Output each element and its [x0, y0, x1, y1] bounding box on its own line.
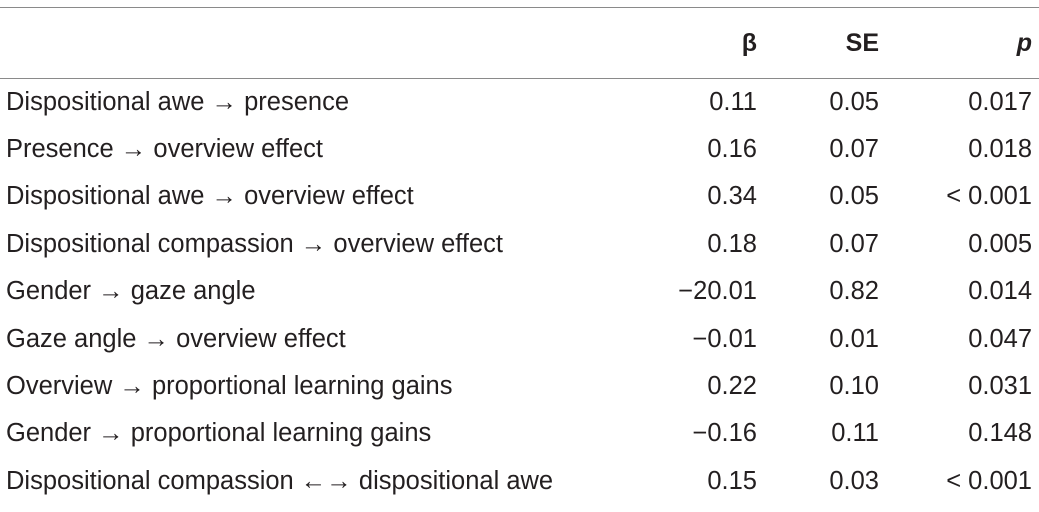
row-padding	[1032, 221, 1039, 268]
table-row: Presence → overview effect 0.16 0.07 0.0…	[0, 126, 1039, 173]
table-row: Gender → gaze angle −20.01 0.82 0.014	[0, 268, 1039, 315]
row-p: 0.148	[968, 419, 1032, 448]
row-p: 0.014	[968, 277, 1032, 306]
row-path: Gender → gaze angle	[6, 277, 256, 306]
row-padding	[1032, 363, 1039, 410]
row-p: 0.047	[968, 324, 1032, 353]
row-se: 0.07	[829, 135, 879, 164]
row-path: Dispositional compassion ←→ dispositiona…	[6, 466, 554, 495]
row-padding	[1032, 458, 1039, 505]
row-path: Dispositional awe → overview effect	[6, 182, 414, 211]
row-p: 0.017	[968, 87, 1032, 116]
row-padding	[1032, 410, 1039, 457]
row-p: < 0.001	[946, 182, 1032, 211]
header-se: SE	[757, 7, 879, 79]
row-beta: 0.11	[709, 87, 757, 116]
row-path: Gender → proportional learning gains	[6, 419, 432, 448]
row-padding	[1032, 173, 1039, 220]
row-se: 0.05	[829, 87, 879, 116]
row-p: 0.031	[968, 372, 1032, 401]
row-padding	[1032, 268, 1039, 315]
row-beta: 0.16	[707, 135, 757, 164]
table-row: Dispositional awe → overview effect 0.34…	[0, 173, 1039, 220]
row-beta: 0.34	[707, 182, 757, 211]
path-coefficients-table: β SE p Dispositional awe → presence 0.11…	[0, 7, 1039, 505]
table-body: Dispositional awe → presence 0.11 0.05 0…	[0, 79, 1039, 506]
header-p: p	[879, 7, 1032, 79]
header-padding	[1032, 7, 1039, 79]
row-p: 0.018	[968, 135, 1032, 164]
row-p: < 0.001	[946, 466, 1032, 495]
row-beta: −0.16	[692, 419, 757, 448]
row-padding	[1032, 126, 1039, 173]
header-row: β SE p	[0, 7, 1039, 79]
row-se: 0.01	[829, 324, 879, 353]
row-path: Presence → overview effect	[6, 135, 324, 164]
header-path	[0, 7, 640, 79]
row-padding	[1032, 79, 1039, 126]
table-row: Dispositional compassion → overview effe…	[0, 221, 1039, 268]
table-row: Gender → proportional learning gains −0.…	[0, 410, 1039, 457]
row-se: 0.10	[829, 372, 879, 401]
table-row: Gaze angle → overview effect −0.01 0.01 …	[0, 315, 1039, 362]
row-path: Dispositional awe → presence	[6, 87, 350, 116]
row-se: 0.05	[829, 182, 879, 211]
table-row: Overview → proportional learning gains 0…	[0, 363, 1039, 410]
row-beta: 0.18	[707, 229, 757, 258]
row-beta: 0.22	[707, 372, 757, 401]
row-path: Overview → proportional learning gains	[6, 372, 453, 401]
row-p: 0.005	[968, 229, 1032, 258]
row-path: Dispositional compassion → overview effe…	[6, 229, 504, 258]
row-beta: −20.01	[678, 277, 757, 306]
table-header: β SE p	[0, 7, 1039, 79]
row-se: 0.03	[829, 466, 879, 495]
row-beta: 0.15	[707, 466, 757, 495]
row-se: 0.11	[831, 419, 879, 448]
header-beta: β	[640, 7, 757, 79]
row-se: 0.07	[829, 229, 879, 258]
table-row: Dispositional awe → presence 0.11 0.05 0…	[0, 79, 1039, 126]
row-se: 0.82	[829, 277, 879, 306]
row-beta: −0.01	[692, 324, 757, 353]
table-row: Dispositional compassion ←→ dispositiona…	[0, 458, 1039, 505]
row-padding	[1032, 315, 1039, 362]
row-path: Gaze angle → overview effect	[6, 324, 346, 353]
